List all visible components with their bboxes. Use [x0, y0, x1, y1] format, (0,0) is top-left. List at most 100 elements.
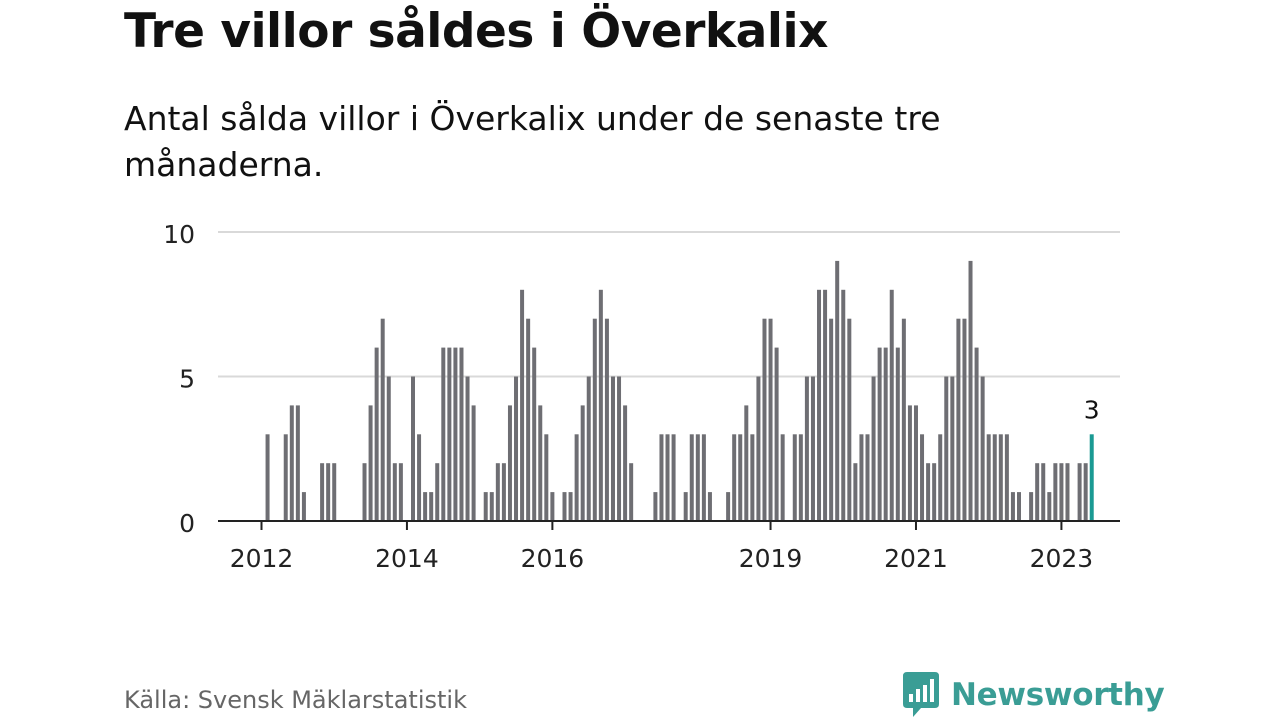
- bar: [386, 376, 391, 521]
- bar-chart: 0 5 10 3 2012 2014 2016 2019 2021 2023: [163, 220, 1120, 573]
- bar: [1059, 463, 1064, 521]
- bar: [1041, 463, 1046, 521]
- x-tick-label: 2014: [375, 544, 439, 573]
- bar: [332, 463, 337, 521]
- bar: [841, 289, 846, 521]
- bar: [544, 434, 549, 521]
- x-tick-label: 2016: [521, 544, 585, 573]
- bar: [792, 434, 797, 521]
- bar: [592, 318, 597, 521]
- bar: [489, 492, 494, 521]
- bar: [1065, 463, 1070, 521]
- bar: [847, 318, 852, 521]
- bar: [744, 405, 749, 521]
- bar: [920, 434, 925, 521]
- bar: [447, 347, 452, 521]
- bar: [610, 376, 615, 521]
- bar: [907, 405, 912, 521]
- bar: [326, 463, 331, 521]
- bar: [465, 376, 470, 521]
- bar: [950, 376, 955, 521]
- chart-title: Tre villor såldes i Överkalix: [124, 4, 828, 59]
- bar: [598, 289, 603, 521]
- bar: [653, 492, 658, 521]
- bar: [471, 405, 476, 521]
- bar: [1035, 463, 1040, 521]
- bar: [301, 492, 306, 521]
- bar: [417, 434, 422, 521]
- bar: [732, 434, 737, 521]
- bar: [374, 347, 379, 521]
- bar: [320, 463, 325, 521]
- bar: [883, 347, 888, 521]
- bar: [520, 289, 525, 521]
- chart-subtitle: Antal sålda villor i Överkalix under de …: [124, 99, 941, 184]
- bar: [617, 376, 622, 521]
- bar: [780, 434, 785, 521]
- bar: [538, 405, 543, 521]
- bar: [380, 318, 385, 521]
- source-note: Källa: Svensk Mäklarstatistik: [124, 686, 467, 714]
- bar: [665, 434, 670, 521]
- bar: [574, 434, 579, 521]
- bar: [750, 434, 755, 521]
- bar: [810, 376, 815, 521]
- bar: [501, 463, 506, 521]
- newsworthy-logo-text: Newsworthy: [951, 677, 1165, 713]
- bar: [877, 347, 882, 521]
- x-tick-label: 2023: [1030, 544, 1094, 573]
- bar: [992, 434, 997, 521]
- bar: [623, 405, 628, 521]
- bar: [853, 463, 858, 521]
- bar: [726, 492, 731, 521]
- x-tick-label: 2012: [230, 544, 294, 573]
- bar: [865, 434, 870, 521]
- bar: [483, 492, 488, 521]
- bar: [629, 463, 634, 521]
- bar: [398, 463, 403, 521]
- bar: [689, 434, 694, 521]
- bar: [823, 289, 828, 521]
- bar: [986, 434, 991, 521]
- bar: [968, 260, 973, 521]
- bar: [562, 492, 567, 521]
- bar: [362, 463, 367, 521]
- newsworthy-logo[interactable]: Newsworthy: [901, 670, 1165, 720]
- bar: [295, 405, 300, 521]
- bar: [1083, 463, 1088, 521]
- bar: [514, 376, 519, 521]
- bar: [817, 289, 822, 521]
- bar: [804, 376, 809, 521]
- bar: [998, 434, 1003, 521]
- bar: [683, 492, 688, 521]
- bar: [586, 376, 591, 521]
- y-tick-label: 0: [179, 509, 195, 538]
- highlight-data-label: 3: [1084, 395, 1100, 424]
- bar: [974, 347, 979, 521]
- bar: [707, 492, 712, 521]
- bar: [980, 376, 985, 521]
- bar: [1053, 463, 1058, 521]
- bar: [429, 492, 434, 521]
- bar: [762, 318, 767, 521]
- bar: [265, 434, 270, 521]
- bar: [695, 434, 700, 521]
- bar: [1029, 492, 1034, 521]
- bar: [913, 405, 918, 521]
- bar: [289, 405, 294, 521]
- x-tick-label: 2019: [739, 544, 803, 573]
- bar: [944, 376, 949, 521]
- bar: [774, 347, 779, 521]
- bar: [568, 492, 573, 521]
- bar: [701, 434, 706, 521]
- bar: [441, 347, 446, 521]
- bar: [895, 347, 900, 521]
- bar: [932, 463, 937, 521]
- bar-highlight: [1089, 434, 1094, 521]
- bar: [550, 492, 555, 521]
- bar: [368, 405, 373, 521]
- bar: [871, 376, 876, 521]
- bar: [411, 376, 415, 521]
- bar: [962, 318, 967, 521]
- bar: [1047, 492, 1052, 521]
